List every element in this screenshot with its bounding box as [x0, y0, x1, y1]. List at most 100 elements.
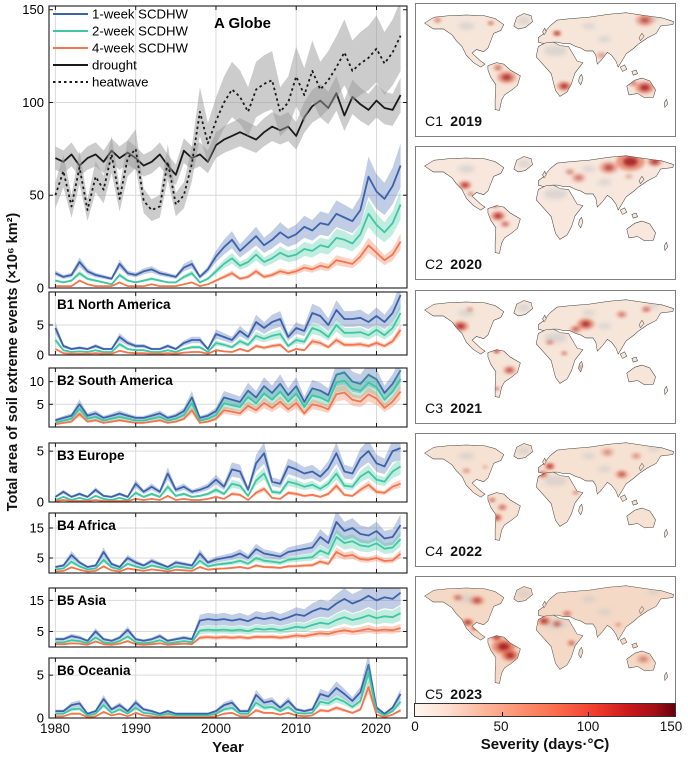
line-4-week-scdhw — [54, 329, 402, 355]
landmass — [619, 637, 628, 645]
severity-hotspots — [452, 594, 651, 664]
y-axis-label: Total area of soil extreme events (×10⁶ … — [5, 212, 21, 512]
hotspot-core — [468, 192, 473, 196]
hotspot-core — [505, 652, 515, 659]
gray-patch — [582, 596, 596, 602]
legend-label: heatwave — [92, 75, 148, 90]
no-data-patches — [458, 445, 660, 487]
no-data-patches — [458, 302, 660, 344]
landmass — [626, 220, 656, 242]
panel-title: B3 Europe — [57, 448, 125, 463]
hotspot-core — [506, 368, 513, 373]
hotspot-core — [573, 491, 578, 494]
legend-label: 2-week SCDHW — [92, 24, 189, 39]
hotspot-core — [495, 387, 499, 390]
hotspot-core — [598, 53, 605, 58]
gray-patch — [647, 445, 660, 452]
line-4-week-scdhw — [55, 241, 402, 288]
gray-patch — [582, 453, 596, 459]
y-tick-label: 5 — [37, 668, 44, 683]
hotspot-core — [499, 505, 505, 509]
y-tick-label: 5 — [37, 624, 44, 639]
severity-hotspots — [452, 306, 652, 391]
map-year-label: 2020 — [450, 256, 483, 272]
series-group — [55, 513, 402, 573]
hotspot-core — [603, 450, 611, 455]
landmass — [631, 69, 638, 76]
map-panel-c3: C3 2021 — [415, 290, 676, 424]
landmass — [638, 462, 645, 472]
line-2-week-scdhw — [55, 671, 402, 717]
landmass — [578, 646, 584, 659]
colorbar-label-150: 150 — [659, 719, 683, 734]
line-2-week-scdhw — [55, 536, 402, 571]
map-label: C1 2019 — [425, 113, 482, 129]
hotspot-core — [461, 183, 469, 188]
map-id-label: C3 — [425, 400, 444, 416]
colorbar-label-0: 0 — [411, 719, 419, 734]
map-year-label: 2022 — [450, 543, 483, 559]
line-4-week-scdhw — [55, 482, 401, 502]
hotspot-core — [464, 469, 469, 473]
x-axis-label: Year — [212, 739, 244, 756]
panel-frame — [48, 657, 408, 719]
hotspot-core — [501, 74, 512, 81]
landmass — [542, 600, 547, 609]
panel-title: B4 Africa — [57, 518, 116, 533]
landmass — [542, 27, 547, 36]
band-2-week-scdhw — [55, 605, 401, 645]
y-tick-label: 0 — [37, 495, 44, 510]
map-label: C5 2023 — [425, 686, 482, 702]
legend-label: 4-week SCDHW — [92, 41, 189, 56]
colorbar-axis-label: Severity (days·°C) — [480, 736, 610, 753]
panel-title: B5 Asia — [57, 593, 107, 608]
hotspot-core — [604, 164, 614, 171]
landmass — [535, 614, 584, 670]
gray-patch — [598, 36, 611, 43]
landmass — [578, 73, 584, 86]
y-tick-label: 5 — [37, 397, 44, 412]
gray-patch — [582, 310, 596, 316]
landmass — [638, 319, 645, 329]
y-tick-label: 0 — [37, 281, 44, 296]
y-tick-label: 5 — [37, 444, 44, 459]
x-tick-1990: 1990 — [120, 721, 152, 736]
map-label: C4 2022 — [425, 543, 482, 559]
line-4-week-scdhw — [55, 551, 402, 573]
line-1-week-scdhw — [55, 521, 402, 568]
no-data-patches — [458, 158, 660, 200]
line-1-week-scdhw — [55, 591, 402, 642]
line-2-week-scdhw — [55, 204, 402, 286]
x-tick-2020: 2020 — [360, 721, 392, 736]
no-data-patches — [458, 15, 660, 57]
gray-patch — [598, 609, 611, 616]
map-panel-c4: C4 2022 — [415, 433, 676, 567]
map-year-label: 2023 — [450, 686, 483, 702]
map-id-label: C2 — [425, 256, 444, 272]
band-1-week-scdhw — [55, 443, 401, 498]
series-group — [55, 658, 402, 718]
hotspot-core — [456, 323, 465, 329]
panel-title: B2 South America — [57, 373, 173, 388]
map-id-label: C4 — [425, 543, 444, 559]
world-map-c3-2021 — [424, 299, 674, 398]
hotspot-core — [494, 213, 502, 219]
hotspot-core — [489, 21, 493, 25]
gray-patch — [517, 447, 531, 455]
hotspot-core — [547, 464, 553, 468]
landmass — [631, 642, 638, 649]
x-tick-2000: 2000 — [200, 721, 232, 736]
hotspot-core — [618, 472, 625, 477]
legend-label: drought — [92, 58, 137, 73]
panel-frame — [48, 5, 408, 289]
series-group — [54, 443, 402, 502]
gray-patch — [544, 45, 568, 57]
panel-frame — [48, 587, 408, 648]
landmass — [631, 356, 638, 363]
hotspot-core — [547, 340, 552, 344]
map-id-label: C5 — [425, 686, 444, 702]
hotspot-core — [540, 618, 548, 624]
world-map-c4-2022 — [424, 442, 674, 541]
hotspot-outer — [521, 71, 530, 78]
